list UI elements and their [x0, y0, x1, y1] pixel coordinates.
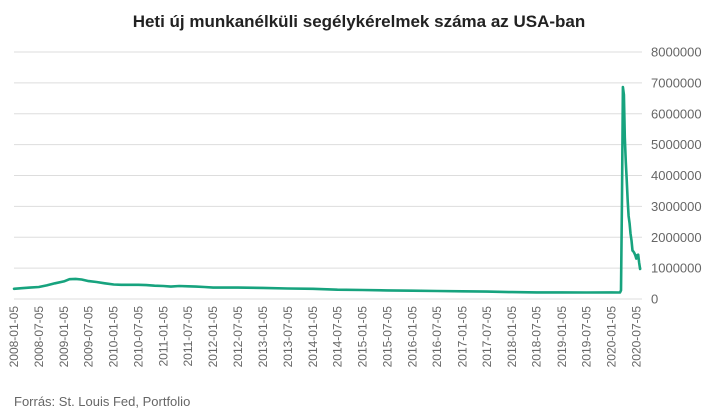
x-tick-label: 2018-01-05	[505, 306, 519, 368]
x-tick-label: 2016-01-05	[405, 306, 419, 368]
x-tick-label: 2014-07-05	[331, 306, 345, 368]
x-tick-label: 2015-07-05	[380, 306, 394, 368]
y-tick-label: 3000000	[651, 199, 702, 214]
x-axis-tick-labels: 2008-01-05 2008-07-05 2009-01-05 2009-07-05…	[7, 306, 643, 368]
x-tick-label: 2009-01-05	[57, 306, 71, 368]
x-tick-label: 2020-07-05	[629, 306, 643, 368]
x-tick-label: 2010-01-05	[107, 306, 121, 368]
x-tick-label: 2010-07-05	[131, 306, 145, 368]
y-tick-label: 1000000	[651, 261, 702, 276]
x-tick-label: 2013-01-05	[256, 306, 270, 368]
y-tick-label: 5000000	[651, 137, 702, 152]
x-tick-label: 2017-01-05	[455, 306, 469, 368]
y-tick-label: 2000000	[651, 230, 702, 245]
x-tick-label: 2013-07-05	[281, 306, 295, 368]
x-tick-label: 2014-01-05	[306, 306, 320, 368]
x-tick-label: 2009-07-05	[82, 306, 96, 368]
x-tick-label: 2016-07-05	[430, 306, 444, 368]
x-tick-label: 2011-07-05	[181, 306, 195, 367]
y-tick-label: 0	[651, 292, 658, 307]
x-tick-label: 2012-07-05	[231, 306, 245, 368]
x-tick-label: 2020-01-05	[605, 306, 619, 368]
y-tick-label: 8000000	[651, 45, 702, 60]
series-line	[12, 85, 642, 294]
x-tick-label: 2008-01-05	[7, 306, 21, 368]
x-tick-label: 2017-07-05	[480, 306, 494, 368]
grid-lines	[14, 51, 642, 300]
y-axis-tick-labels: 0 1000000 2000000 3000000 4000000 5000000 6000…	[651, 45, 702, 307]
y-tick-label: 6000000	[651, 106, 702, 121]
x-tick-label: 2019-07-05	[580, 306, 594, 368]
y-tick-label: 7000000	[651, 75, 702, 90]
source-note: Forrás: St. Louis Fed, Portfolio	[14, 394, 191, 409]
x-tick-label: 2011-01-05	[156, 306, 170, 367]
chart-title: Heti új munkanélküli segélykérelmek szám…	[132, 12, 586, 31]
y-tick-label: 4000000	[651, 168, 702, 183]
x-tick-label: 2012-01-05	[206, 306, 220, 368]
x-tick-label: 2018-07-05	[530, 306, 544, 368]
x-tick-label: 2019-01-05	[555, 306, 569, 368]
x-tick-label: 2008-07-05	[32, 306, 46, 368]
x-tick-label: 2015-01-05	[356, 306, 370, 368]
